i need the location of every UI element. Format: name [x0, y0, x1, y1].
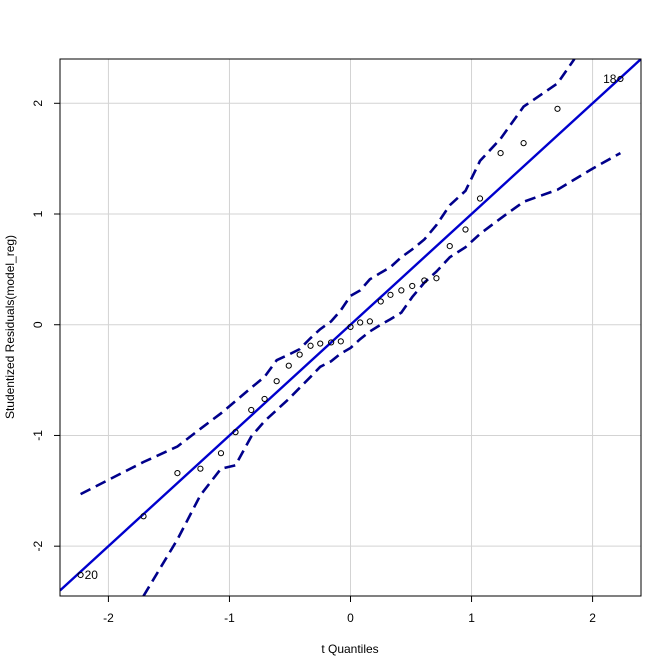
data-point-26 — [476, 195, 484, 202]
data-point-9 — [285, 362, 292, 369]
data-point-24 — [446, 243, 453, 250]
x-axis: -2 -1 0 1 2 — [103, 596, 596, 625]
data-point-3 — [197, 465, 204, 472]
data-point-5 — [232, 429, 239, 436]
point-label-1: 18 — [603, 72, 617, 86]
data-point-12 — [317, 340, 324, 347]
data-point-29 — [554, 105, 561, 112]
y-axis: -2 -1 0 1 2 — [31, 100, 60, 552]
data-point-30 — [617, 75, 624, 83]
data-point-14 — [337, 338, 344, 345]
data-point-21 — [409, 282, 416, 290]
y-tick-label-3: 1 — [31, 210, 45, 217]
data-point-4 — [217, 450, 225, 457]
data-point-10 — [296, 351, 303, 358]
data-point-25 — [462, 226, 469, 233]
confidence-envelope — [80, 59, 622, 596]
data-point-27 — [497, 150, 504, 157]
data-point-1 — [140, 513, 147, 520]
y-axis-title: Studentized Residuals(model_reg) — [3, 235, 17, 419]
data-point-28 — [520, 140, 527, 147]
grid — [60, 59, 641, 596]
x-tick-label-3: 1 — [468, 611, 475, 625]
data-point-22 — [421, 277, 428, 284]
x-tick-label-4: 2 — [589, 611, 596, 625]
data-point-13 — [328, 339, 335, 346]
x-tick-label-2: 0 — [347, 611, 354, 625]
point-label-0: 20 — [85, 568, 99, 582]
y-tick-label-2: 0 — [31, 321, 45, 328]
data-point-11 — [307, 342, 314, 349]
data-point-2 — [174, 469, 181, 477]
data-point-18 — [377, 298, 384, 305]
x-axis-title: t Quantiles — [321, 642, 378, 656]
data-point-16 — [357, 319, 364, 326]
data-point-23 — [433, 275, 440, 282]
data-point-15 — [347, 323, 354, 331]
data-points — [77, 75, 624, 579]
data-point-7 — [261, 395, 268, 403]
envelope-lower — [142, 151, 622, 596]
x-tick-label-1: -1 — [224, 611, 235, 625]
data-point-17 — [366, 318, 373, 325]
y-tick-label-0: -2 — [31, 541, 45, 552]
data-point-8 — [273, 378, 280, 385]
data-point-0 — [77, 571, 84, 579]
y-tick-label-4: 2 — [31, 100, 45, 107]
envelope-upper — [80, 59, 576, 496]
y-tick-label-1: -1 — [31, 430, 45, 441]
x-tick-label-0: -2 — [103, 611, 114, 625]
data-point-19 — [387, 291, 394, 298]
data-point-6 — [248, 406, 255, 414]
data-point-20 — [398, 287, 405, 294]
